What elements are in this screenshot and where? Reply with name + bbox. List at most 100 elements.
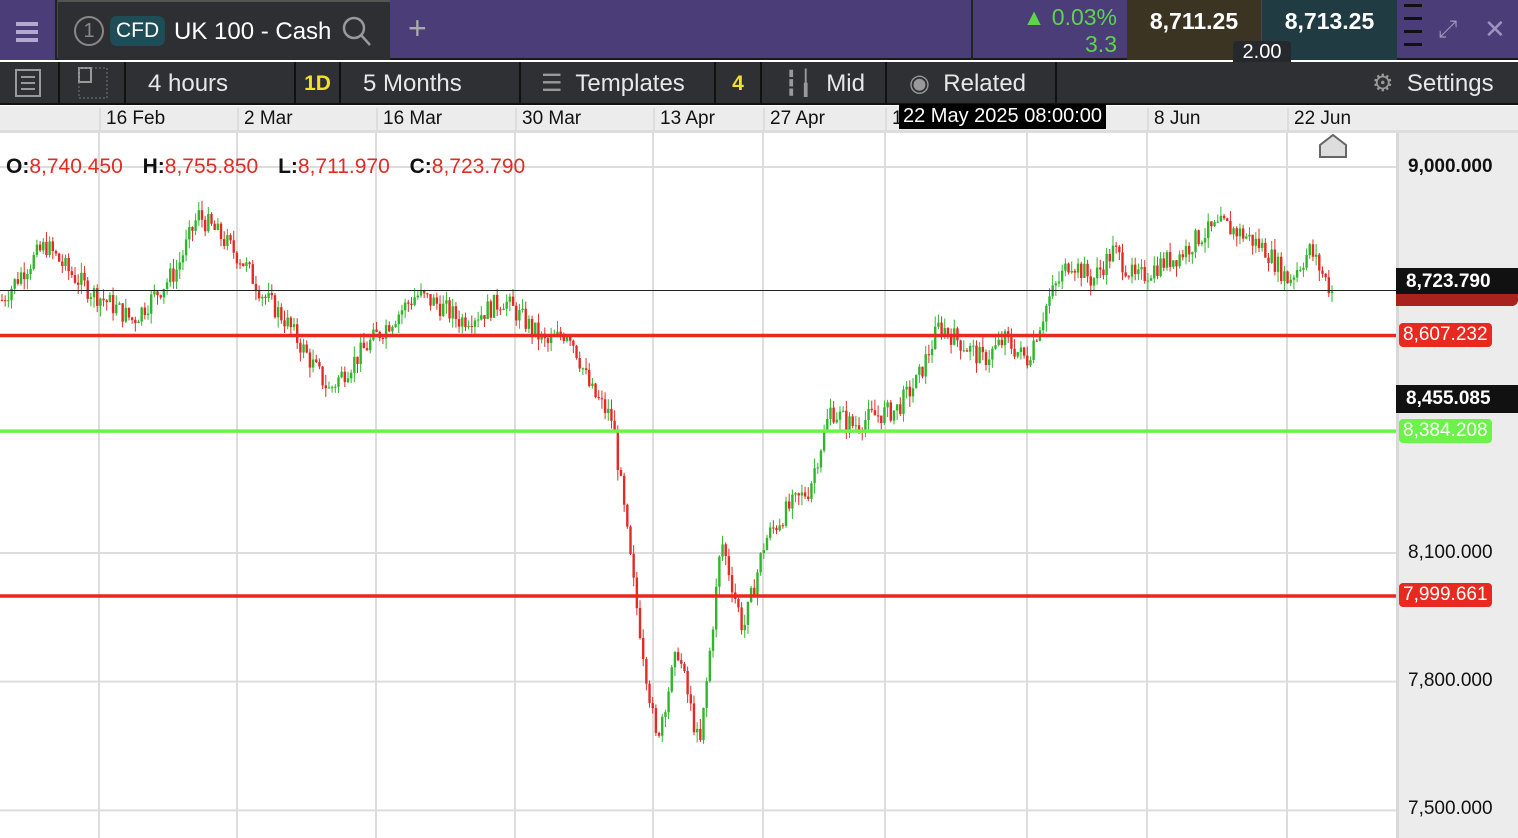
price-axis[interactable] (1396, 133, 1518, 838)
candle-body (1121, 252, 1124, 273)
candle-body (1276, 256, 1280, 272)
interval-select[interactable]: 4 hours (126, 62, 296, 105)
candle-body (130, 317, 134, 320)
candle-body (286, 317, 289, 327)
candle-body (1172, 260, 1175, 267)
sell-button[interactable]: 8,711.25 (1127, 0, 1261, 60)
candle-body (1019, 347, 1023, 353)
candle-body (127, 307, 131, 318)
candle-body (1149, 278, 1153, 281)
price-type-button[interactable]: ┇╽ Mid (762, 62, 887, 105)
candle-body (943, 328, 946, 335)
candle-body (692, 703, 696, 733)
candle-body (1267, 257, 1270, 263)
low-level-tag[interactable]: 7,999.661 (1399, 583, 1492, 607)
candle-body (730, 575, 734, 593)
candle-body (375, 329, 378, 332)
candle-body (473, 320, 477, 327)
candle-body (797, 493, 800, 496)
candle-body (207, 214, 210, 232)
candle-body (426, 293, 429, 295)
support-level-tag[interactable]: 8,384.208 (1399, 419, 1492, 443)
menu-button[interactable] (0, 0, 57, 60)
resistance-level-tag[interactable]: 8,607.232 (1399, 323, 1492, 347)
candle-body (753, 587, 756, 596)
list-icon[interactable] (0, 62, 60, 105)
close-icon[interactable]: ✕ (1484, 14, 1506, 44)
related-button[interactable]: ◉ Related (887, 62, 1057, 105)
candle-body (108, 295, 112, 303)
candle-body (242, 263, 245, 266)
candle-body (1330, 291, 1334, 294)
candle-body (1289, 279, 1292, 284)
candle-body (1162, 258, 1165, 268)
templates-button[interactable]: ☰ Templates (521, 62, 716, 105)
open-value: 8,740.450 (29, 155, 123, 178)
candle-body (934, 326, 937, 349)
candle-body (775, 527, 778, 531)
candle-body (902, 389, 905, 414)
candle-body (23, 272, 26, 280)
candle-body (1108, 253, 1112, 262)
candle-body (1222, 215, 1226, 219)
candle-body (115, 304, 118, 314)
range-select[interactable]: 5 Months (341, 62, 521, 105)
candle-body (864, 420, 867, 432)
candle-body (708, 650, 712, 682)
candle-body (867, 408, 870, 421)
candle-body (102, 298, 105, 301)
candle-body (7, 300, 10, 302)
price-type-label: Mid (826, 70, 865, 97)
candle-body (1143, 267, 1146, 281)
candle-body (676, 652, 680, 661)
candle-body (626, 504, 629, 527)
candle-body (1048, 296, 1051, 306)
scroll-to-latest-icon[interactable] (1318, 133, 1348, 159)
candle-body (1219, 215, 1223, 222)
candle-body (794, 493, 797, 495)
change-percent: 0.03% (1051, 4, 1117, 30)
candle-body (505, 301, 508, 309)
candle-body (835, 419, 839, 423)
candle-body (429, 294, 432, 306)
date-label: 27 Apr (763, 108, 825, 133)
date-label: 16 Feb (99, 108, 165, 133)
search-icon[interactable] (342, 16, 372, 48)
candle-body (270, 292, 274, 296)
candle-body (1248, 234, 1251, 237)
candle-body (575, 345, 578, 358)
expand-icon[interactable]: ⤢ (1438, 16, 1458, 43)
candle-body (578, 357, 581, 369)
candle-body (365, 348, 369, 351)
candle-body (1251, 234, 1254, 246)
layout-icon[interactable] (60, 62, 126, 105)
candle-body (568, 336, 572, 341)
candle-body (572, 340, 575, 346)
drag-handle-icon[interactable] (1404, 4, 1422, 46)
candle-body (362, 342, 366, 349)
candle-body (880, 415, 883, 424)
add-tab-icon[interactable]: + (408, 10, 427, 46)
interval-shortcut[interactable]: 1D (296, 62, 341, 105)
candle-body (397, 314, 400, 325)
instrument-tab[interactable]: 1 CFD UK 100 - Cash (58, 0, 390, 60)
candle-body (45, 241, 48, 256)
candle-body (518, 310, 521, 321)
date-label: 22 Jun (1287, 108, 1351, 133)
date-label: 16 Mar (376, 108, 442, 133)
candle-body (1041, 321, 1045, 331)
candle-body (445, 300, 448, 304)
candle-body (276, 307, 280, 318)
close-label: C: (409, 155, 432, 178)
candle-body (245, 262, 248, 266)
candle-body (997, 339, 1000, 346)
candle-body (1187, 245, 1191, 255)
candle-body (197, 210, 201, 221)
price-chart[interactable] (0, 133, 1396, 838)
buy-button[interactable]: 8,713.25 (1262, 0, 1397, 60)
candle-body (394, 324, 397, 327)
candle-body (768, 527, 772, 538)
candle-body (305, 344, 308, 353)
settings-button[interactable]: ⚙ Settings (1368, 62, 1518, 105)
candle-body (359, 342, 362, 364)
